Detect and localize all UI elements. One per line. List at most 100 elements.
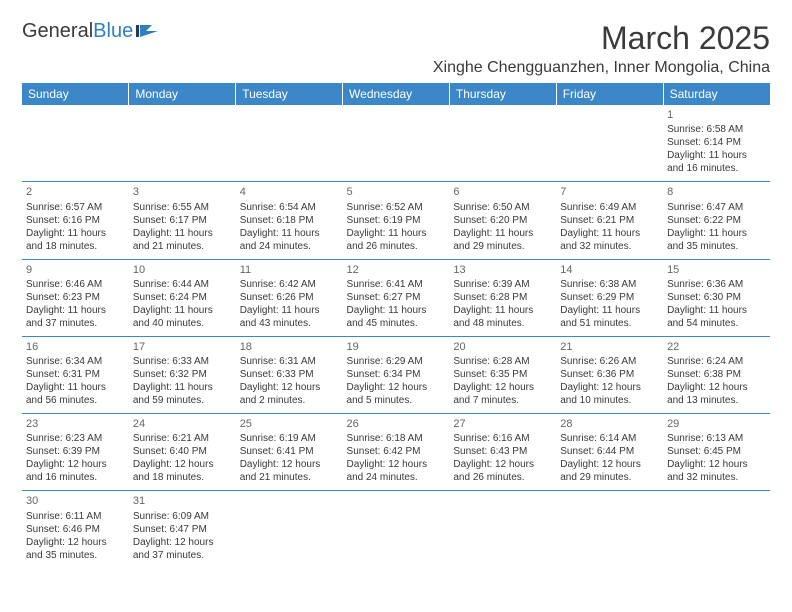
sunset-line: Sunset: 6:38 PM <box>667 368 766 381</box>
daylight-line: Daylight: 11 hours and 45 minutes. <box>347 304 446 330</box>
sunrise-line: Sunrise: 6:42 AM <box>240 278 339 291</box>
calendar-day-cell: 22Sunrise: 6:24 AMSunset: 6:38 PMDayligh… <box>663 336 770 413</box>
daylight-line: Daylight: 12 hours and 5 minutes. <box>347 381 446 407</box>
sunset-line: Sunset: 6:29 PM <box>560 291 659 304</box>
day-number: 26 <box>347 417 446 431</box>
calendar-day-cell <box>449 491 556 568</box>
sunrise-line: Sunrise: 6:18 AM <box>347 432 446 445</box>
calendar-day-cell <box>449 105 556 182</box>
calendar-day-cell: 30Sunrise: 6:11 AMSunset: 6:46 PMDayligh… <box>22 491 129 568</box>
sunset-line: Sunset: 6:14 PM <box>667 136 766 149</box>
daylight-line: Daylight: 12 hours and 2 minutes. <box>240 381 339 407</box>
calendar-day-cell: 9Sunrise: 6:46 AMSunset: 6:23 PMDaylight… <box>22 259 129 336</box>
calendar-day-cell: 23Sunrise: 6:23 AMSunset: 6:39 PMDayligh… <box>22 414 129 491</box>
daylight-line: Daylight: 11 hours and 56 minutes. <box>26 381 125 407</box>
day-number: 27 <box>453 417 552 431</box>
calendar-day-cell: 20Sunrise: 6:28 AMSunset: 6:35 PMDayligh… <box>449 336 556 413</box>
day-number: 6 <box>453 185 552 199</box>
daylight-line: Daylight: 12 hours and 24 minutes. <box>347 458 446 484</box>
sunrise-line: Sunrise: 6:41 AM <box>347 278 446 291</box>
sunrise-line: Sunrise: 6:33 AM <box>133 355 232 368</box>
calendar-week-row: 30Sunrise: 6:11 AMSunset: 6:46 PMDayligh… <box>22 491 770 568</box>
calendar-day-cell: 24Sunrise: 6:21 AMSunset: 6:40 PMDayligh… <box>129 414 236 491</box>
calendar-day-cell: 27Sunrise: 6:16 AMSunset: 6:43 PMDayligh… <box>449 414 556 491</box>
calendar-body: 1Sunrise: 6:58 AMSunset: 6:14 PMDaylight… <box>22 105 770 568</box>
day-header: Friday <box>556 83 663 105</box>
calendar-day-cell: 1Sunrise: 6:58 AMSunset: 6:14 PMDaylight… <box>663 105 770 182</box>
sunset-line: Sunset: 6:28 PM <box>453 291 552 304</box>
sunrise-line: Sunrise: 6:21 AM <box>133 432 232 445</box>
calendar-day-cell: 5Sunrise: 6:52 AMSunset: 6:19 PMDaylight… <box>343 182 450 259</box>
sunset-line: Sunset: 6:46 PM <box>26 523 125 536</box>
day-number: 1 <box>667 108 766 122</box>
calendar-day-cell <box>22 105 129 182</box>
calendar-day-cell: 7Sunrise: 6:49 AMSunset: 6:21 PMDaylight… <box>556 182 663 259</box>
daylight-line: Daylight: 12 hours and 7 minutes. <box>453 381 552 407</box>
daylight-line: Daylight: 12 hours and 35 minutes. <box>26 536 125 562</box>
calendar-header-row: SundayMondayTuesdayWednesdayThursdayFrid… <box>22 83 770 105</box>
day-number: 14 <box>560 263 659 277</box>
calendar-day-cell: 4Sunrise: 6:54 AMSunset: 6:18 PMDaylight… <box>236 182 343 259</box>
day-number: 24 <box>133 417 232 431</box>
calendar-table: SundayMondayTuesdayWednesdayThursdayFrid… <box>22 83 770 568</box>
sunset-line: Sunset: 6:24 PM <box>133 291 232 304</box>
sunset-line: Sunset: 6:43 PM <box>453 445 552 458</box>
daylight-line: Daylight: 11 hours and 26 minutes. <box>347 227 446 253</box>
daylight-line: Daylight: 12 hours and 21 minutes. <box>240 458 339 484</box>
calendar-day-cell <box>556 491 663 568</box>
sunrise-line: Sunrise: 6:50 AM <box>453 201 552 214</box>
month-title: March 2025 <box>433 20 770 57</box>
sunset-line: Sunset: 6:45 PM <box>667 445 766 458</box>
daylight-line: Daylight: 11 hours and 18 minutes. <box>26 227 125 253</box>
calendar-day-cell: 13Sunrise: 6:39 AMSunset: 6:28 PMDayligh… <box>449 259 556 336</box>
sunset-line: Sunset: 6:47 PM <box>133 523 232 536</box>
day-number: 10 <box>133 263 232 277</box>
sunset-line: Sunset: 6:32 PM <box>133 368 232 381</box>
daylight-line: Daylight: 11 hours and 51 minutes. <box>560 304 659 330</box>
calendar-day-cell: 10Sunrise: 6:44 AMSunset: 6:24 PMDayligh… <box>129 259 236 336</box>
day-number: 20 <box>453 340 552 354</box>
sunset-line: Sunset: 6:44 PM <box>560 445 659 458</box>
day-number: 17 <box>133 340 232 354</box>
daylight-line: Daylight: 11 hours and 48 minutes. <box>453 304 552 330</box>
day-number: 9 <box>26 263 125 277</box>
sunset-line: Sunset: 6:35 PM <box>453 368 552 381</box>
sunrise-line: Sunrise: 6:13 AM <box>667 432 766 445</box>
daylight-line: Daylight: 12 hours and 18 minutes. <box>133 458 232 484</box>
daylight-line: Daylight: 11 hours and 16 minutes. <box>667 149 766 175</box>
day-number: 4 <box>240 185 339 199</box>
day-header: Wednesday <box>343 83 450 105</box>
calendar-day-cell: 14Sunrise: 6:38 AMSunset: 6:29 PMDayligh… <box>556 259 663 336</box>
sunrise-line: Sunrise: 6:57 AM <box>26 201 125 214</box>
header: GeneralBlue March 2025 Xinghe Chengguanz… <box>22 20 770 77</box>
calendar-day-cell: 29Sunrise: 6:13 AMSunset: 6:45 PMDayligh… <box>663 414 770 491</box>
sunset-line: Sunset: 6:36 PM <box>560 368 659 381</box>
daylight-line: Daylight: 12 hours and 16 minutes. <box>26 458 125 484</box>
calendar-day-cell: 26Sunrise: 6:18 AMSunset: 6:42 PMDayligh… <box>343 414 450 491</box>
sunset-line: Sunset: 6:41 PM <box>240 445 339 458</box>
sunset-line: Sunset: 6:21 PM <box>560 214 659 227</box>
sunrise-line: Sunrise: 6:14 AM <box>560 432 659 445</box>
sunrise-line: Sunrise: 6:54 AM <box>240 201 339 214</box>
day-number: 2 <box>26 185 125 199</box>
daylight-line: Daylight: 12 hours and 37 minutes. <box>133 536 232 562</box>
daylight-line: Daylight: 11 hours and 43 minutes. <box>240 304 339 330</box>
sunrise-line: Sunrise: 6:09 AM <box>133 510 232 523</box>
sunrise-line: Sunrise: 6:11 AM <box>26 510 125 523</box>
calendar-day-cell: 12Sunrise: 6:41 AMSunset: 6:27 PMDayligh… <box>343 259 450 336</box>
daylight-line: Daylight: 11 hours and 59 minutes. <box>133 381 232 407</box>
sunrise-line: Sunrise: 6:23 AM <box>26 432 125 445</box>
sunrise-line: Sunrise: 6:39 AM <box>453 278 552 291</box>
day-number: 18 <box>240 340 339 354</box>
day-number: 13 <box>453 263 552 277</box>
calendar-day-cell: 15Sunrise: 6:36 AMSunset: 6:30 PMDayligh… <box>663 259 770 336</box>
calendar-day-cell <box>236 105 343 182</box>
day-header: Tuesday <box>236 83 343 105</box>
sunrise-line: Sunrise: 6:46 AM <box>26 278 125 291</box>
daylight-line: Daylight: 11 hours and 54 minutes. <box>667 304 766 330</box>
calendar-day-cell: 31 Sunrise: 6:09 AMSunset: 6:47 PMDayligh… <box>129 491 236 568</box>
logo-text-blue: Blue <box>93 20 133 43</box>
day-number: 31 <box>133 494 232 508</box>
day-number: 3 <box>133 185 232 199</box>
sunset-line: Sunset: 6:30 PM <box>667 291 766 304</box>
